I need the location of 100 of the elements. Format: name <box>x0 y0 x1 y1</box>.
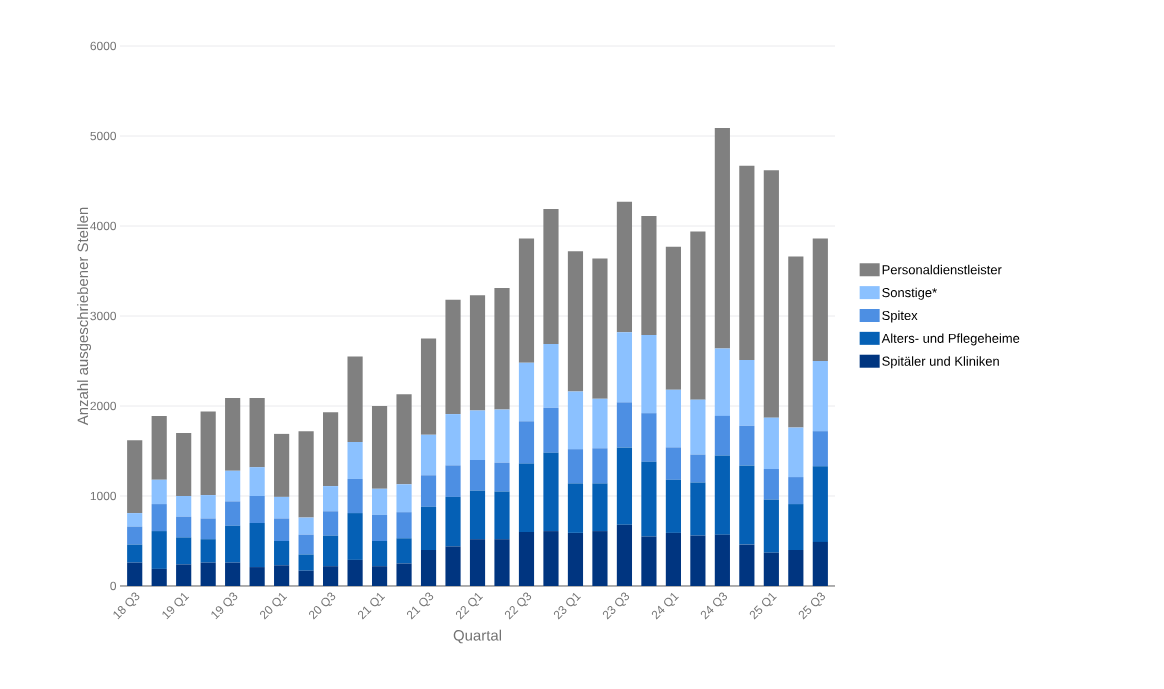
bar <box>420 338 437 435</box>
bar <box>616 447 633 525</box>
bar <box>518 463 535 532</box>
bar <box>812 238 828 361</box>
bar <box>665 447 681 480</box>
bar <box>323 412 339 487</box>
legend-label: Spitäler und Kliniken <box>882 356 999 369</box>
bar <box>396 484 412 513</box>
bar <box>592 483 608 532</box>
bar <box>665 479 681 533</box>
y-tick-label: 6000 <box>90 41 117 51</box>
bar <box>298 534 314 555</box>
bar <box>690 231 706 400</box>
x-tick-label: 22 Q3 <box>504 592 532 620</box>
x-tick-label: 19 Q3 <box>211 592 238 620</box>
bar <box>225 562 241 586</box>
bar <box>420 434 437 476</box>
bar <box>371 540 388 567</box>
bar <box>543 208 559 344</box>
y-tick-label: 4000 <box>90 221 117 231</box>
bar <box>176 516 192 538</box>
bar <box>127 526 143 545</box>
bar <box>812 466 828 542</box>
bar <box>567 251 584 392</box>
bar <box>249 522 265 568</box>
bar <box>445 496 461 547</box>
bar <box>298 517 314 535</box>
bar <box>543 343 559 408</box>
bar <box>763 417 779 469</box>
x-tick-label: 22 Q1 <box>455 592 483 620</box>
bar <box>347 441 363 479</box>
x-tick-label: 25 Q1 <box>749 592 777 620</box>
bar <box>592 398 608 449</box>
x-tick-label: 24 Q3 <box>700 592 728 620</box>
bar <box>323 486 339 512</box>
bar <box>420 506 437 550</box>
bar <box>714 348 730 416</box>
bar <box>225 397 241 471</box>
bar <box>469 410 486 460</box>
bar <box>347 559 363 586</box>
bar <box>665 246 681 390</box>
bar <box>298 570 314 586</box>
bar <box>127 513 143 527</box>
y-tick-label: 3000 <box>90 311 117 321</box>
bar <box>298 431 314 518</box>
bar <box>518 238 535 363</box>
bar <box>225 525 241 563</box>
bar <box>543 407 559 453</box>
x-tick-label: 18 Q3 <box>113 592 140 620</box>
bar <box>567 449 584 484</box>
y-tick-label: 5000 <box>90 131 117 141</box>
bar <box>690 535 706 586</box>
bar <box>274 518 290 541</box>
bar <box>739 425 755 466</box>
bar <box>347 356 363 442</box>
bar <box>127 544 143 563</box>
bar <box>225 470 241 502</box>
bar <box>518 421 535 464</box>
bar <box>225 501 241 526</box>
x-axis-title: Quartal <box>453 629 501 644</box>
bar <box>812 541 828 586</box>
bar <box>494 491 510 540</box>
bar <box>616 332 633 403</box>
bar <box>518 531 535 586</box>
bar <box>494 409 510 463</box>
bar <box>249 567 265 586</box>
bar <box>396 394 412 485</box>
bar <box>200 495 216 519</box>
bar <box>127 440 143 514</box>
bar <box>788 256 804 428</box>
bar <box>665 389 681 448</box>
bar <box>274 433 290 497</box>
bar <box>176 537 192 565</box>
bar <box>763 499 779 553</box>
bar <box>494 288 510 410</box>
bar <box>739 360 755 426</box>
y-tick-label: 1000 <box>90 491 117 501</box>
bar <box>151 479 167 505</box>
bar <box>151 531 167 569</box>
bar <box>371 405 388 489</box>
bar <box>396 512 412 539</box>
bar <box>445 299 461 415</box>
x-tick-label: 19 Q1 <box>162 592 190 620</box>
bar <box>763 468 779 500</box>
bar <box>371 514 388 541</box>
bar <box>420 549 437 586</box>
bar <box>592 448 608 484</box>
legend-label: Alters- und Pflegeheime <box>881 333 1020 346</box>
bar <box>714 455 730 535</box>
bar <box>714 415 730 456</box>
bar <box>739 465 755 545</box>
bar <box>812 360 828 432</box>
bar <box>298 554 314 571</box>
x-tick-label: 23 Q3 <box>602 592 630 620</box>
bar <box>518 362 535 422</box>
bar <box>396 563 412 586</box>
bar <box>249 467 265 496</box>
bar <box>323 511 339 536</box>
bar <box>788 427 804 478</box>
bar <box>812 431 828 467</box>
